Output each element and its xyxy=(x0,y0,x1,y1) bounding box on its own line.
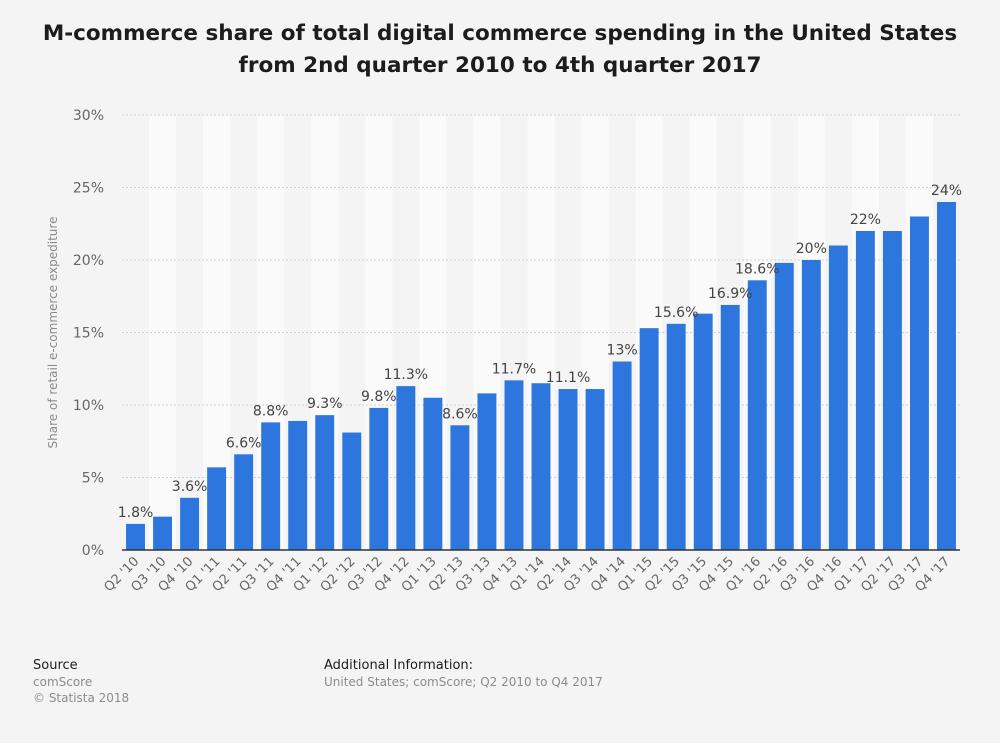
y-tick-label: 0% xyxy=(82,543,104,559)
bar[interactable] xyxy=(504,380,524,550)
y-tick-label: 5% xyxy=(82,471,104,487)
bar[interactable] xyxy=(450,425,470,550)
data-label: 8.8% xyxy=(253,403,289,419)
additional-info-block: Additional Information: United States; c… xyxy=(324,658,603,690)
bar[interactable] xyxy=(882,231,902,550)
data-label: 20% xyxy=(796,241,827,257)
bar[interactable] xyxy=(774,262,794,550)
additional-info-label: Additional Information: xyxy=(324,658,474,673)
y-tick-label: 10% xyxy=(73,398,104,414)
y-tick-label: 30% xyxy=(73,108,104,124)
chart-title: M-commerce share of total digital commer… xyxy=(42,21,958,78)
source-label: Source xyxy=(33,658,78,673)
bar[interactable] xyxy=(585,389,605,550)
bar[interactable] xyxy=(639,328,659,550)
bar[interactable] xyxy=(612,361,632,551)
bar-chart: 0% 5% 10% 15% 20% 25% 30% 1.8% 3.6% 6.6% 8.8% 9.3%… xyxy=(46,108,962,595)
bar[interactable] xyxy=(342,432,362,550)
data-label: 15.6% xyxy=(654,305,698,321)
bar[interactable] xyxy=(801,260,821,550)
bar[interactable] xyxy=(747,280,767,550)
bar[interactable] xyxy=(855,231,875,550)
bar[interactable] xyxy=(693,313,713,550)
bar[interactable] xyxy=(477,393,497,550)
data-label: 18.6% xyxy=(735,261,779,277)
bar[interactable] xyxy=(369,407,389,550)
data-label: 6.6% xyxy=(226,435,262,451)
bar[interactable] xyxy=(531,383,551,550)
bar[interactable] xyxy=(180,497,200,550)
bar[interactable] xyxy=(720,304,740,550)
bar[interactable] xyxy=(666,323,686,550)
y-tick-label: 15% xyxy=(73,326,104,342)
bar[interactable] xyxy=(937,202,956,550)
bar[interactable] xyxy=(396,386,416,550)
bar[interactable] xyxy=(288,420,308,550)
bar[interactable] xyxy=(828,245,848,551)
y-axis-label: Share of retail e-commerce expediture xyxy=(46,217,60,449)
bar[interactable] xyxy=(909,216,929,551)
data-label: 9.8% xyxy=(361,389,397,405)
source-value[interactable]: comScore xyxy=(33,675,93,689)
bar[interactable] xyxy=(153,516,173,550)
bar[interactable] xyxy=(423,397,443,550)
bar[interactable] xyxy=(234,454,254,550)
bar[interactable] xyxy=(126,523,145,550)
data-label: 11.1% xyxy=(546,370,590,386)
data-label: 1.8% xyxy=(118,505,154,521)
additional-info-value: United States; comScore; Q2 2010 to Q4 2… xyxy=(324,675,603,689)
data-label: 24% xyxy=(931,183,962,199)
data-label: 22% xyxy=(850,212,881,228)
data-label: 9.3% xyxy=(307,396,343,412)
data-label: 11.3% xyxy=(384,367,428,383)
data-label: 11.7% xyxy=(492,361,536,377)
data-label: 8.6% xyxy=(442,406,478,422)
bar[interactable] xyxy=(315,415,335,550)
data-label: 16.9% xyxy=(708,286,752,302)
y-tick-label: 25% xyxy=(73,181,104,197)
bar[interactable] xyxy=(261,422,281,550)
source-block: Source comScore © Statista 2018 xyxy=(33,658,129,706)
y-tick-label: 20% xyxy=(73,253,104,269)
data-label: 3.6% xyxy=(172,479,208,495)
bar[interactable] xyxy=(558,389,578,550)
bar[interactable] xyxy=(207,467,227,550)
copyright-text: © Statista 2018 xyxy=(33,691,130,705)
data-label: 13% xyxy=(607,343,638,359)
